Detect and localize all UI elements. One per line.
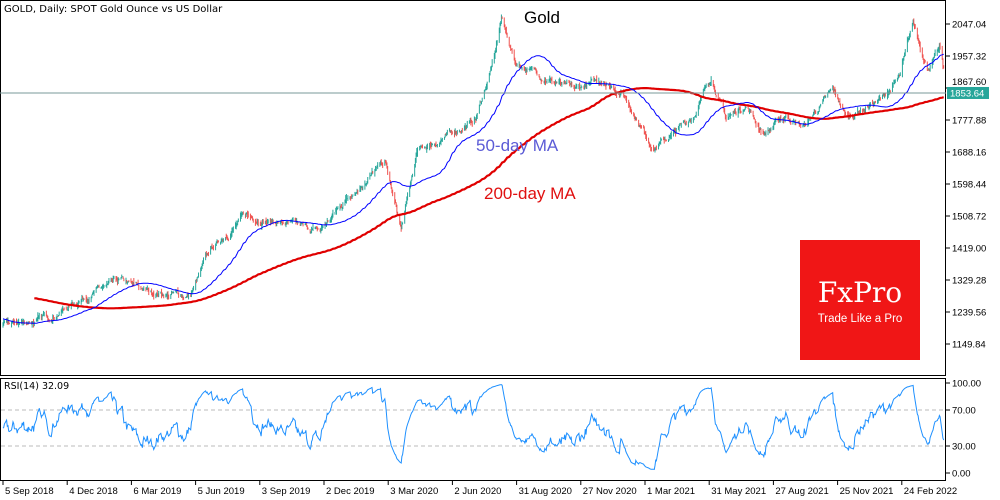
last-price-box xyxy=(947,86,989,99)
x-tick-label: 2 Dec 2019 xyxy=(326,486,375,497)
logo-tagline: Trade Like a Pro xyxy=(817,313,903,325)
x-tick-label: 1 Mar 2021 xyxy=(647,486,695,497)
y-tick-label: 1508.72 xyxy=(952,212,986,223)
rsi-pane xyxy=(0,378,946,481)
y-tick-label: 1149.84 xyxy=(952,340,986,351)
gold-annotation: Gold xyxy=(524,8,560,27)
ma50-line xyxy=(2,53,944,324)
rsi-tick-label: 100.00 xyxy=(952,379,981,390)
y-tick-label: 2047.04 xyxy=(952,20,986,31)
x-tick-label: 2 Jun 2020 xyxy=(454,486,501,497)
ma200-line xyxy=(34,87,944,310)
y-tick-label: 1777.88 xyxy=(952,116,986,127)
rsi-line xyxy=(2,384,945,470)
x-tick-label: 3 Sep 2019 xyxy=(262,486,311,497)
y-tick-label: 1419.00 xyxy=(952,244,986,255)
y-tick-label: 1239.56 xyxy=(952,308,986,319)
ma200-annotation: 200-day MA xyxy=(484,184,576,203)
y-tick-label: 1867.60 xyxy=(952,77,986,88)
x-tick-label: 27 Aug 2021 xyxy=(775,486,828,497)
x-tick-label: 31 May 2021 xyxy=(711,486,766,497)
rsi-tick-label: 0.00 xyxy=(952,469,971,480)
fxpro-logo: FxPro Trade Like a Pro xyxy=(800,240,920,360)
y-tick-label: 1957.32 xyxy=(952,52,986,63)
ma50-annotation: 50-day MA xyxy=(476,136,559,155)
y-tick-label: 1688.16 xyxy=(952,148,986,159)
x-tick-label: 5 Sep 2018 xyxy=(5,486,54,497)
x-tick-label: 31 Aug 2020 xyxy=(519,486,572,497)
last-price-label: 1853.64 xyxy=(950,88,984,99)
rsi-label: RSI(14) 32.09 xyxy=(4,381,69,392)
y-tick-label: 1598.44 xyxy=(952,180,986,191)
chart-title: GOLD, Daily: SPOT Gold Ounce vs US Dolla… xyxy=(4,4,223,15)
main-pane xyxy=(0,0,946,376)
x-tick-label: 4 Dec 2018 xyxy=(69,486,118,497)
y-tick-label: 1329.28 xyxy=(952,276,986,287)
x-tick-label: 27 Nov 2020 xyxy=(583,486,637,497)
x-tick-label: 3 Mar 2020 xyxy=(390,486,438,497)
logo-name: FxPro xyxy=(817,276,903,309)
x-tick-label: 5 Jun 2019 xyxy=(198,486,245,497)
rsi-tick-label: 70.00 xyxy=(952,406,976,417)
x-tick-label: 25 Nov 2021 xyxy=(840,486,894,497)
x-tick-label: 6 Mar 2019 xyxy=(133,486,181,497)
x-tick-label: 24 Feb 2022 xyxy=(904,486,957,497)
rsi-tick-label: 30.00 xyxy=(952,442,976,453)
